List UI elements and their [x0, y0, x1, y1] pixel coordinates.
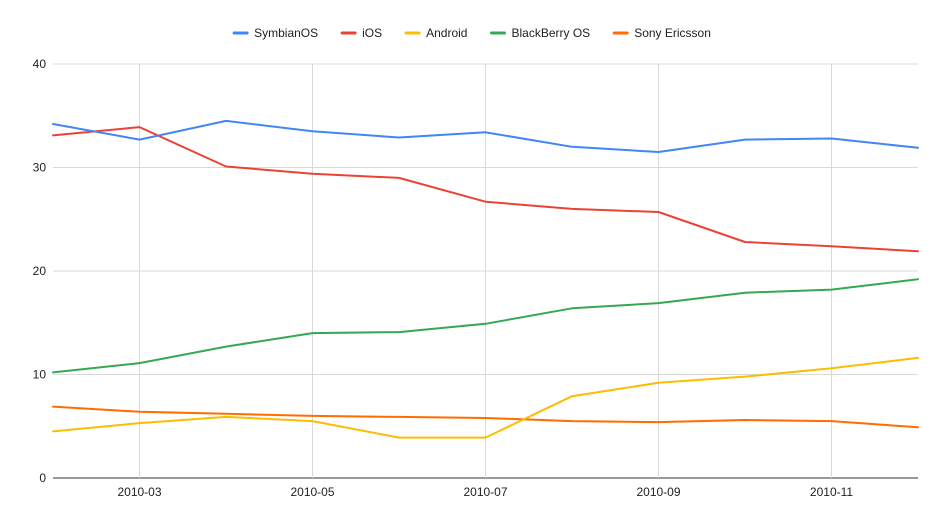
- y-tick-label: 30: [33, 161, 47, 175]
- x-tick-label: 2010-07: [463, 485, 507, 499]
- y-tick-label: 10: [33, 368, 47, 382]
- x-tick-label: 2010-11: [810, 485, 853, 499]
- legend-item-sony-ericsson[interactable]: Sony Ericsson: [612, 26, 711, 40]
- gridlines: [53, 63, 918, 479]
- y-axis-ticks: 0 10 20 30 40: [33, 57, 47, 485]
- legend-item-android[interactable]: Android: [404, 26, 467, 40]
- legend-item-ios[interactable]: iOS: [340, 26, 382, 40]
- series-line-sony-ericsson: [52, 405, 919, 429]
- series-line-android: [52, 356, 919, 439]
- legend-label: BlackBerry OS: [512, 26, 591, 40]
- legend: SymbianOS iOS Android BlackBerry OS Sony Eri…: [232, 26, 711, 40]
- legend-item-symbianos[interactable]: SymbianOS: [232, 26, 318, 40]
- legend-item-blackberry-os[interactable]: BlackBerry OS: [490, 26, 591, 40]
- x-tick-label: 2010-05: [290, 485, 334, 499]
- x-tick-label: 2010-09: [636, 485, 680, 499]
- x-tick-label: 2010-03: [117, 485, 161, 499]
- x-axis-ticks: 2010-03 2010-05 2010-07 2010-09 2010-11: [117, 485, 853, 499]
- series-line-blackberry-os: [52, 278, 919, 374]
- y-tick-label: 0: [39, 471, 46, 485]
- legend-label: Sony Ericsson: [634, 26, 711, 40]
- legend-label: SymbianOS: [254, 26, 318, 40]
- y-tick-label: 40: [33, 57, 47, 71]
- series-line-symbianos: [52, 119, 919, 153]
- series-lines: [52, 119, 919, 439]
- legend-label: Android: [426, 26, 467, 40]
- series-line-ios: [52, 126, 919, 253]
- y-tick-label: 20: [33, 264, 47, 278]
- legend-label: iOS: [362, 26, 382, 40]
